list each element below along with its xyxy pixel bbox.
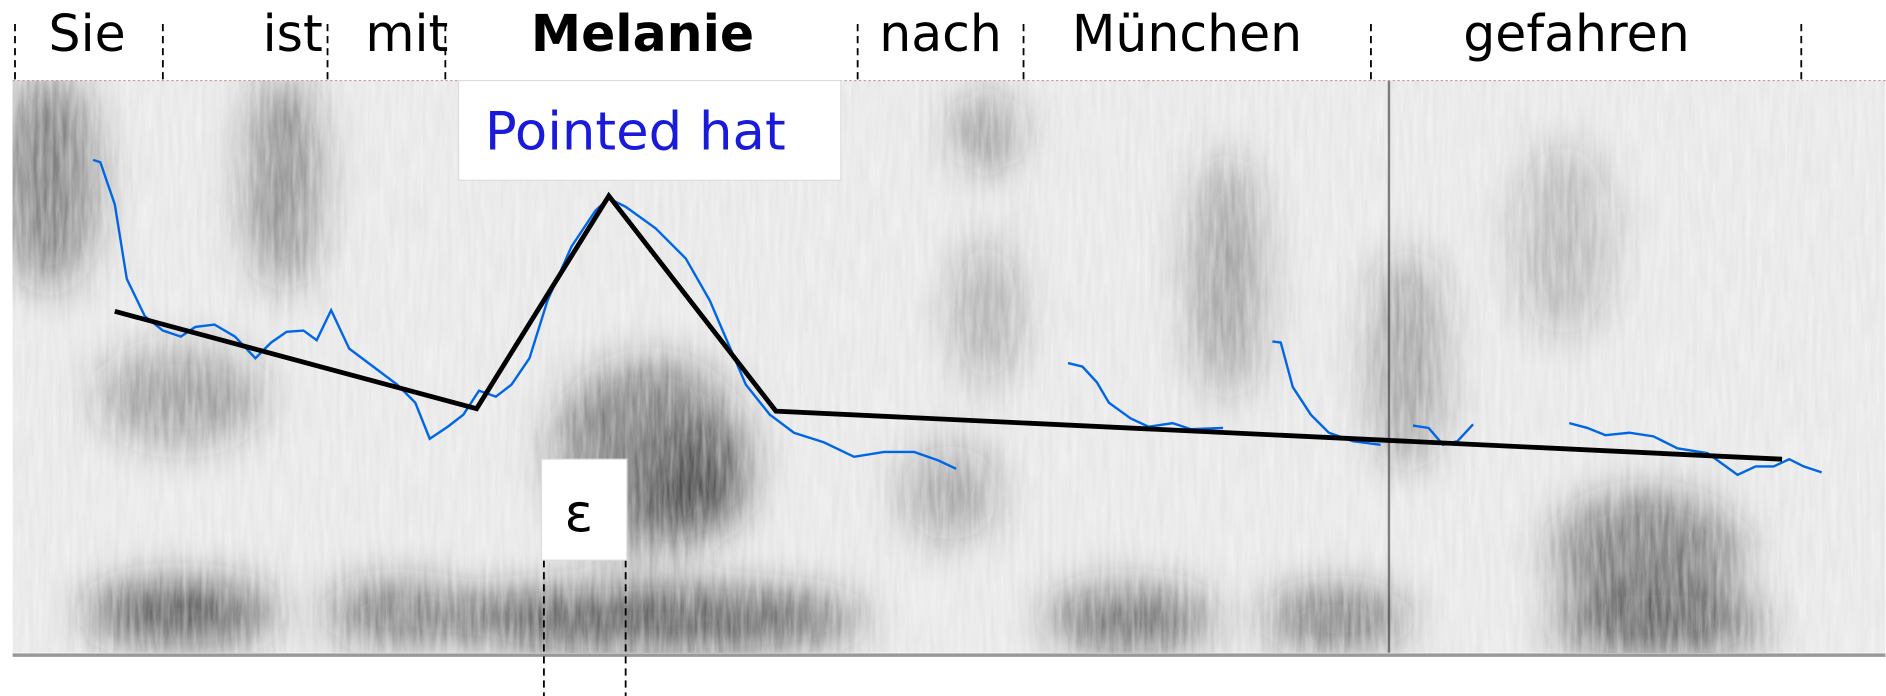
word: nach [879,4,1002,63]
word: ist [263,4,323,63]
segment-label: ε [564,484,593,545]
accent-label: Pointed hat [485,101,786,162]
word: Sie [49,4,126,63]
word: München [1072,4,1302,63]
spectrogram-figure: Sie ist mit Melanie nach München gefahre… [0,0,1886,696]
spectrogram [1,72,1886,655]
word: gefahren [1463,4,1689,63]
accent-annotation: Pointed hat [459,81,841,181]
word: Melanie [531,4,754,63]
segment-annotation: ε [542,459,627,560]
word: mit [365,4,448,63]
words: Sie ist mit Melanie nach München gefahre… [49,4,1690,63]
